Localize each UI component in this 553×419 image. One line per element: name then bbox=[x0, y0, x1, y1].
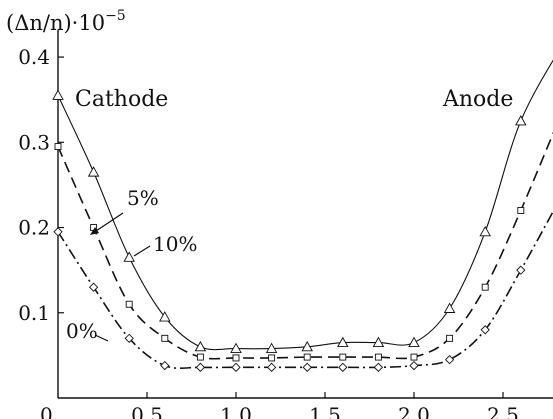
annotations: Cathode Anode 5% 10% 0% bbox=[66, 87, 513, 343]
y-tick-label: 0.2 bbox=[18, 216, 50, 240]
series-line bbox=[57, 131, 553, 360]
data-point bbox=[266, 362, 277, 372]
data-point bbox=[339, 353, 347, 361]
pointer-5pct bbox=[92, 212, 124, 234]
x-tick-label: 2.5 bbox=[487, 403, 519, 419]
legend-label-0pct: 0% bbox=[66, 319, 98, 343]
y-axis-title: (Δn/n)·10−5 bbox=[6, 8, 126, 35]
y-tick-label: 0.3 bbox=[18, 130, 50, 154]
data-point bbox=[232, 354, 240, 362]
data-point bbox=[515, 115, 527, 126]
data-point bbox=[303, 353, 311, 361]
data-point bbox=[301, 340, 313, 352]
axes bbox=[57, 30, 553, 399]
x-tick-label: 1.0 bbox=[220, 403, 252, 419]
data-point bbox=[516, 265, 526, 275]
data-point bbox=[481, 283, 489, 291]
data-point bbox=[373, 362, 384, 372]
data-point bbox=[479, 225, 491, 237]
ticks: 0.10.20.30.400.51.01.52.02.53.0 bbox=[18, 45, 519, 419]
region-label-cathode: Cathode bbox=[75, 87, 168, 112]
series-line bbox=[57, 210, 553, 369]
series-0 bbox=[52, 59, 553, 354]
data-point bbox=[268, 354, 276, 362]
data-point bbox=[195, 362, 206, 372]
data-point bbox=[410, 353, 418, 361]
data-point bbox=[159, 311, 171, 322]
data-point bbox=[231, 362, 241, 372]
data-point bbox=[161, 334, 169, 342]
data-point bbox=[480, 325, 490, 335]
pointer-10pct bbox=[133, 245, 151, 257]
x-tick-label: 2.0 bbox=[398, 403, 430, 419]
data-point bbox=[87, 166, 100, 177]
x-tick-label: 0 bbox=[40, 403, 53, 419]
data-point bbox=[230, 342, 242, 354]
data-point bbox=[124, 333, 134, 343]
series-1 bbox=[54, 131, 553, 362]
data-point bbox=[338, 362, 348, 372]
data-point bbox=[446, 334, 454, 342]
data-point bbox=[265, 342, 278, 354]
data-point bbox=[160, 360, 170, 371]
data-point bbox=[337, 336, 349, 348]
series-2 bbox=[53, 210, 553, 372]
data-point bbox=[302, 362, 312, 372]
pointer-5pct-arrowhead bbox=[90, 227, 99, 235]
data-point bbox=[443, 302, 456, 313]
data-point bbox=[409, 360, 419, 371]
data-point bbox=[517, 207, 525, 214]
data-point bbox=[408, 336, 420, 348]
x-tick-label: 0.5 bbox=[131, 403, 163, 419]
data-point bbox=[194, 340, 207, 352]
series-layer bbox=[52, 59, 553, 372]
y-axis-title-exponent: −5 bbox=[105, 8, 126, 24]
legend-label-10pct: 10% bbox=[153, 232, 197, 256]
data-point bbox=[444, 355, 455, 365]
data-point bbox=[52, 89, 64, 100]
pointer-0pct bbox=[94, 334, 109, 342]
y-tick-label: 0.4 bbox=[18, 45, 50, 69]
y-axis-title-base: (Δn/n)·10 bbox=[6, 11, 105, 35]
data-point bbox=[372, 336, 385, 348]
data-point bbox=[125, 300, 133, 308]
data-point bbox=[374, 353, 382, 361]
region-label-anode: Anode bbox=[442, 87, 513, 112]
data-point bbox=[123, 251, 135, 262]
x-tick-label: 1.5 bbox=[309, 403, 341, 419]
legend-label-5pct: 5% bbox=[127, 186, 159, 210]
data-point bbox=[53, 227, 63, 237]
data-point bbox=[88, 282, 99, 292]
data-point bbox=[196, 353, 204, 361]
data-point bbox=[54, 143, 62, 150]
y-tick-label: 0.1 bbox=[18, 301, 50, 325]
